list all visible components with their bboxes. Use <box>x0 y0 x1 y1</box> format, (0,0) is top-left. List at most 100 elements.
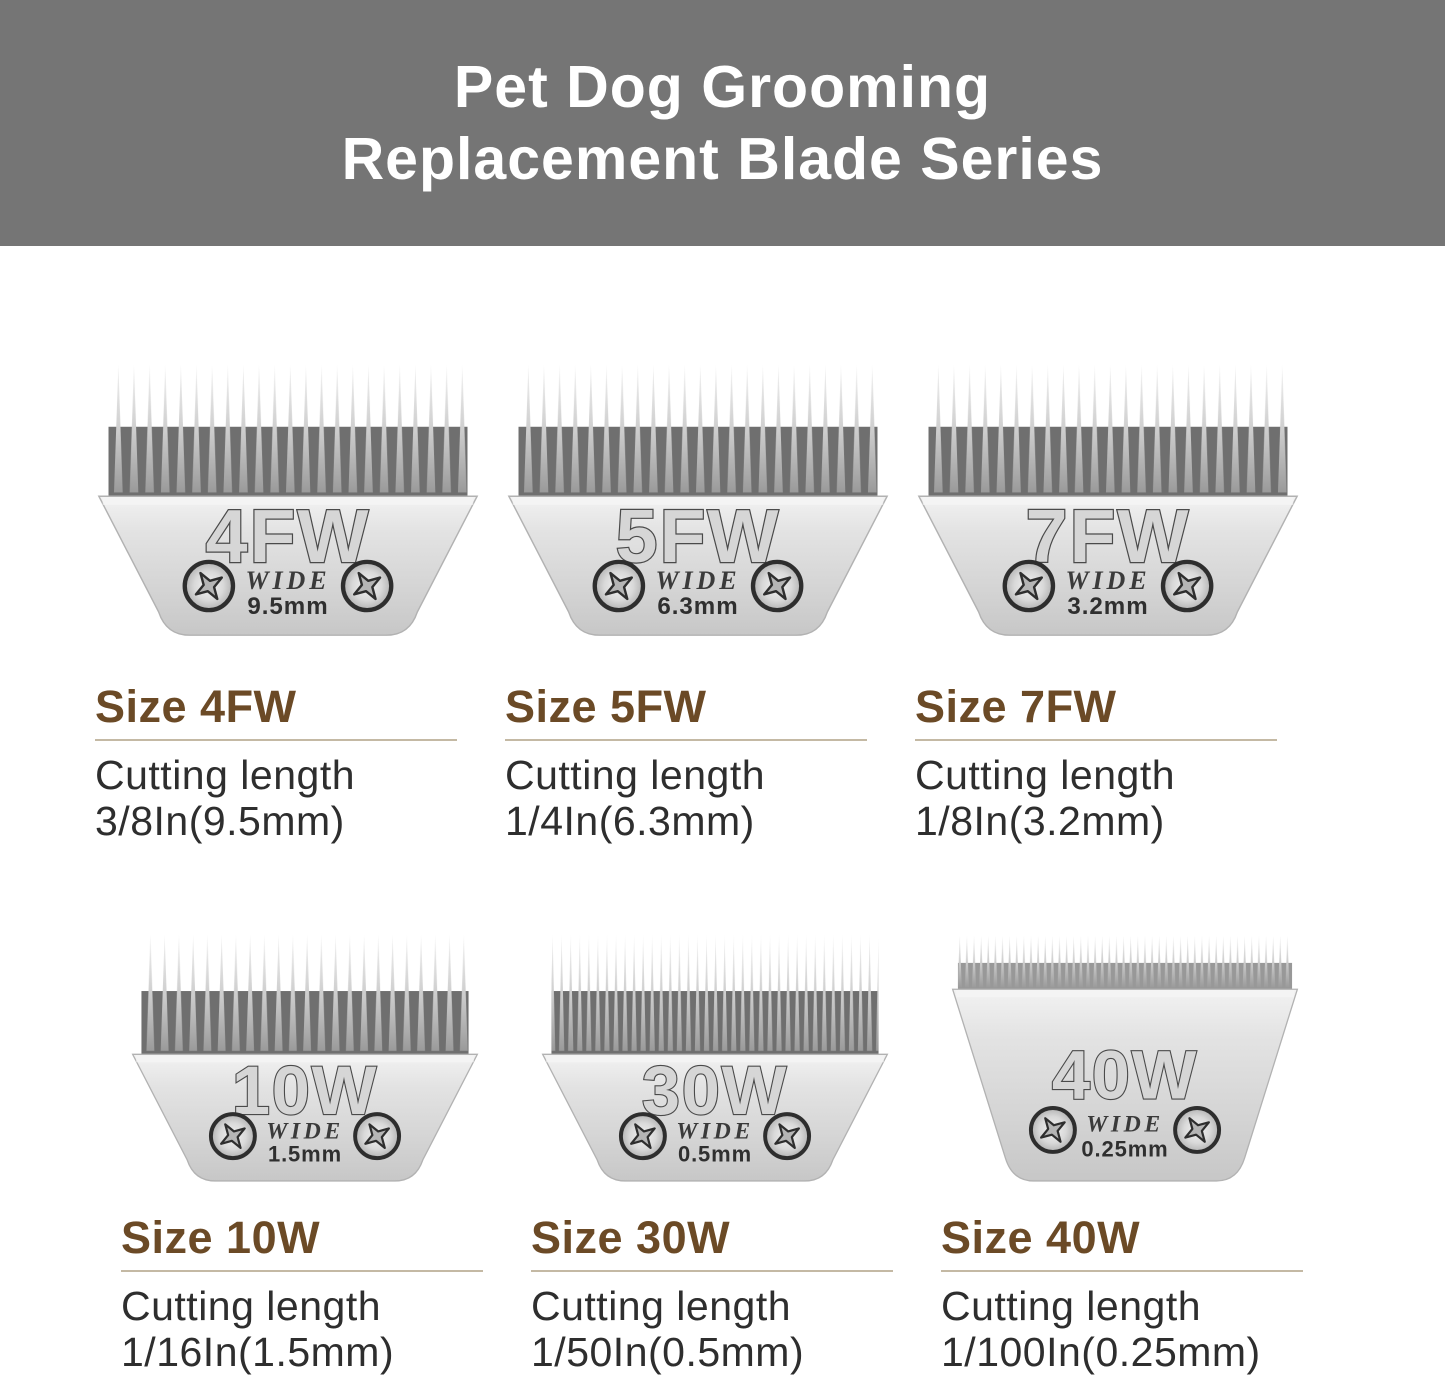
blade-caption-7fw: Size 7FW Cutting length 1/8In(3.2mm) <box>915 683 1301 845</box>
screw-right <box>340 559 394 613</box>
comb-teeth <box>518 365 878 497</box>
caption-divider <box>121 1270 483 1273</box>
screw-star <box>1040 1117 1066 1143</box>
screw-star <box>1184 1117 1210 1143</box>
comb-teeth <box>928 365 1288 497</box>
screw-right <box>750 559 804 613</box>
blade-mm-engraving: 3.2mm <box>1067 593 1148 620</box>
blade-image-10w: 10W WIDE 1.5mm <box>131 934 479 1182</box>
blade-card-30w: 30W WIDE 0.5mm Size 30W Cutting length 1/… <box>531 933 917 1376</box>
blade-code-engraving: 4FW <box>206 494 371 578</box>
blade-card-10w: 10W WIDE 1.5mm Size 10W Cutting length 1/… <box>121 933 507 1376</box>
cutting-length-label: Cutting length <box>121 1283 382 1330</box>
screw-left <box>182 559 236 613</box>
comb-teeth <box>108 365 468 497</box>
blade-code-engraving: 10W <box>232 1052 378 1129</box>
caption-divider <box>505 739 867 742</box>
blade-glint <box>512 497 884 505</box>
blade-caption-30w: Size 30W Cutting length 1/50In(0.5mm) <box>531 1214 917 1376</box>
blade-mm-engraving: 0.25mm <box>1081 1136 1168 1161</box>
header-banner: Pet Dog Grooming Replacement Blade Serie… <box>0 0 1445 246</box>
blade-card-40w: 40W WIDE 0.25mm Size 40W Cutting length 1… <box>941 933 1327 1376</box>
blade-card-5fw: 5FW WIDE 6.3mm Size 5FW Cutting length 1/… <box>505 363 891 845</box>
cutting-length-value: 1/4In(6.3mm) <box>505 798 755 845</box>
cutting-length-label: Cutting length <box>95 752 356 799</box>
cutting-length-value: 1/50In(0.5mm) <box>531 1329 805 1376</box>
blade-image-5fw: 5FW WIDE 6.3mm <box>507 365 889 636</box>
caption-divider <box>95 739 457 742</box>
screw-star <box>194 571 224 601</box>
caption-divider <box>915 739 1277 742</box>
blade-code-engraving: 40W <box>1052 1036 1198 1113</box>
screw-left <box>208 1112 257 1161</box>
caption-divider <box>531 1270 893 1273</box>
comb-teeth <box>141 934 469 1055</box>
caption-divider <box>941 1270 1303 1273</box>
cutting-length-label: Cutting length <box>941 1283 1202 1330</box>
blade-size-title: Size 10W <box>121 1212 321 1264</box>
cutting-length-text: Cutting length 1/16In(1.5mm) <box>121 1283 507 1376</box>
screw-star <box>762 571 792 601</box>
blade-wide-engraving: WIDE <box>246 566 331 595</box>
blade-wide-engraving: WIDE <box>676 1119 753 1145</box>
page-title-line1: Pet Dog Grooming <box>453 54 992 120</box>
blade-image-7fw: 7FW WIDE 3.2mm <box>917 365 1299 636</box>
blade-grid: 4FW WIDE 9.5mm Size 4FW Cutting length 3/… <box>0 246 1445 1376</box>
blade-mm-engraving: 0.5mm <box>678 1142 752 1167</box>
screw-star <box>604 571 634 601</box>
cutting-length-text: Cutting length 1/100In(0.25mm) <box>941 1283 1327 1376</box>
blade-mm-engraving: 1.5mm <box>268 1142 342 1167</box>
blade-caption-5fw: Size 5FW Cutting length 1/4In(6.3mm) <box>505 683 891 845</box>
blade-wide-engraving: WIDE <box>1066 566 1151 595</box>
screw-left <box>618 1112 667 1161</box>
blade-size-title: Size 5FW <box>505 681 707 732</box>
blade-mm-engraving: 6.3mm <box>657 593 738 620</box>
cutting-length-value: 1/8In(3.2mm) <box>915 798 1165 845</box>
cutting-length-text: Cutting length 3/8In(9.5mm) <box>95 752 481 845</box>
screw-right <box>1173 1106 1222 1154</box>
screw-star <box>1172 571 1202 601</box>
blade-wide-engraving: WIDE <box>656 566 741 595</box>
cutting-length-text: Cutting length 1/4In(6.3mm) <box>505 752 891 845</box>
screw-right <box>763 1112 812 1161</box>
cutting-length-text: Cutting length 1/8In(3.2mm) <box>915 752 1301 845</box>
cutting-length-label: Cutting length <box>505 752 766 799</box>
screw-star <box>364 1123 390 1150</box>
cutting-length-label: Cutting length <box>915 752 1176 799</box>
blade-size-title: Size 4FW <box>95 681 297 732</box>
blade-size-title: Size 40W <box>941 1212 1141 1264</box>
blade-caption-10w: Size 10W Cutting length 1/16In(1.5mm) <box>121 1214 507 1376</box>
blade-glint <box>546 1055 884 1063</box>
blade-caption-40w: Size 40W Cutting length 1/100In(0.25mm) <box>941 1214 1327 1376</box>
blade-glint <box>136 1055 474 1063</box>
blade-code-engraving: 5FW <box>616 494 781 578</box>
blade-image-30w: 30W WIDE 0.5mm <box>541 934 889 1182</box>
blade-size-title: Size 30W <box>531 1212 731 1264</box>
comb-teeth <box>957 936 1293 990</box>
blade-glint <box>102 497 474 505</box>
blade-image-4fw: 4FW WIDE 9.5mm <box>97 365 479 636</box>
blade-image-40w: 40W WIDE 0.25mm <box>951 936 1299 1182</box>
screw-right <box>1160 559 1214 613</box>
blade-wide-engraving: WIDE <box>266 1119 343 1145</box>
blade-size-title: Size 7FW <box>915 681 1117 732</box>
cutting-length-value: 1/100In(0.25mm) <box>941 1329 1261 1376</box>
screw-star <box>352 571 382 601</box>
blade-card-7fw: 7FW WIDE 3.2mm Size 7FW Cutting length 1/… <box>915 363 1301 845</box>
screw-right <box>353 1112 402 1161</box>
screw-star <box>774 1123 800 1150</box>
screw-star <box>220 1123 246 1150</box>
blade-code-engraving: 7FW <box>1026 494 1191 578</box>
screw-left <box>1002 559 1056 613</box>
blade-glint <box>922 497 1294 505</box>
screw-star <box>1014 571 1044 601</box>
cutting-length-value: 1/16In(1.5mm) <box>121 1329 395 1376</box>
blade-code-engraving: 30W <box>642 1052 788 1129</box>
blade-wide-engraving: WIDE <box>1086 1112 1163 1138</box>
cutting-length-value: 3/8In(9.5mm) <box>95 798 345 845</box>
blade-card-4fw: 4FW WIDE 9.5mm Size 4FW Cutting length 3/… <box>95 363 481 845</box>
blade-caption-4fw: Size 4FW Cutting length 3/8In(9.5mm) <box>95 683 481 845</box>
screw-left <box>592 559 646 613</box>
blade-mm-engraving: 9.5mm <box>247 593 328 620</box>
blade-glint <box>956 990 1294 998</box>
